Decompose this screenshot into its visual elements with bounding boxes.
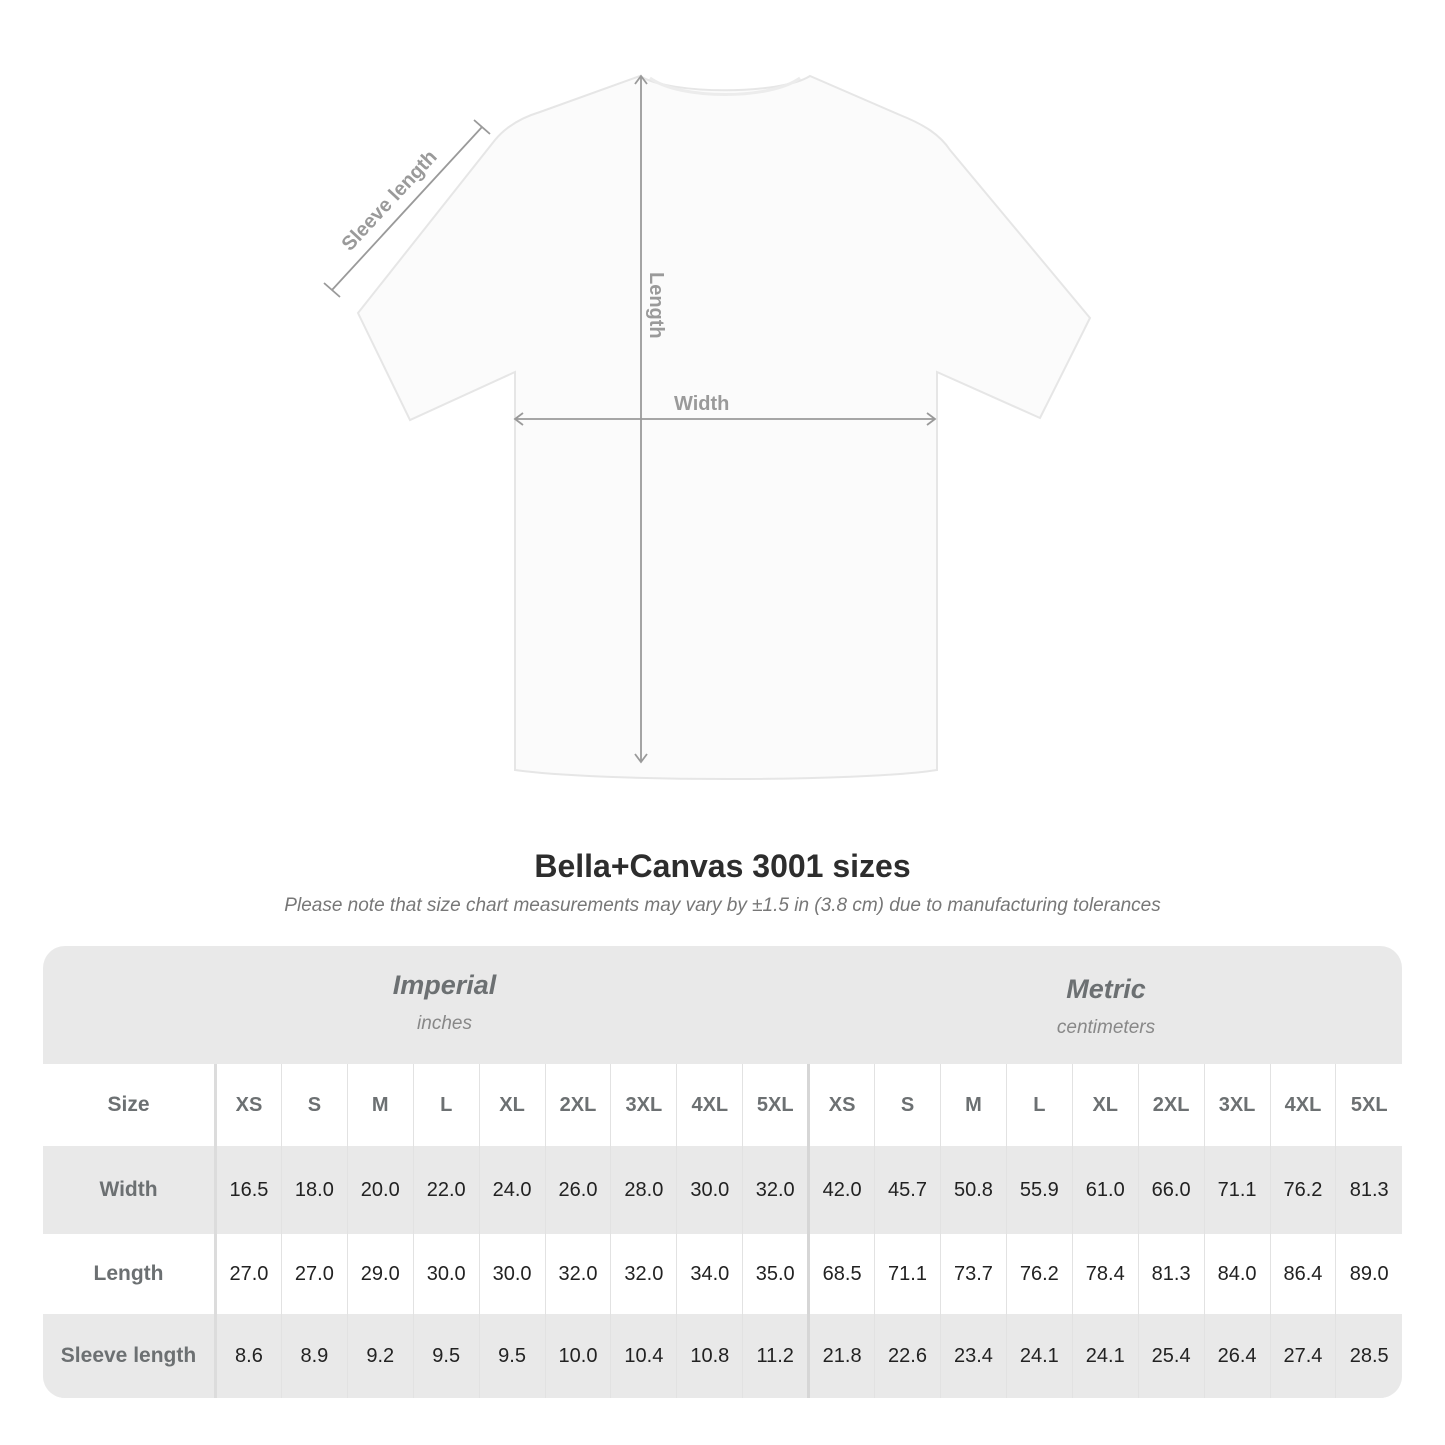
- imperial-unit: inches: [417, 1013, 472, 1034]
- size-chart-table: Imperial inches Metric centimeters Size X…: [43, 946, 1402, 1398]
- metric-cell: 84.0: [1203, 1234, 1270, 1314]
- imperial-cell: 26.0: [544, 1146, 611, 1234]
- metric-cell: 81.3: [1335, 1146, 1402, 1234]
- imperial-cell: 10.8: [676, 1314, 743, 1398]
- row-label: Width: [43, 1146, 217, 1234]
- metric-cell: 55.9: [1005, 1146, 1073, 1234]
- imperial-size-m: M: [346, 1064, 414, 1146]
- imperial-cell: 10.0: [544, 1314, 611, 1398]
- size-table: Size XS S M L XL 2XL 3XL 4XL 5XL XS S M L XL 2XL 3XL 4XL 5…: [43, 1064, 1402, 1398]
- imperial-cell: 10.4: [610, 1314, 677, 1398]
- metric-cell: 78.4: [1071, 1234, 1139, 1314]
- metric-cell: 24.1: [1071, 1314, 1139, 1398]
- imperial-header: Imperial inches: [214, 970, 675, 1087]
- metric-cell: 73.7: [939, 1234, 1007, 1314]
- tolerance-note: Please note that size chart measurements…: [284, 895, 1161, 916]
- metric-cell: 76.2: [1269, 1146, 1336, 1234]
- metric-cell: 28.5: [1335, 1314, 1402, 1398]
- imperial-cell: 9.5: [412, 1314, 480, 1398]
- imperial-cell: 16.5: [215, 1146, 282, 1234]
- metric-size-s: S: [874, 1064, 941, 1146]
- row-label: Sleeve length: [43, 1314, 217, 1398]
- metric-size-xs: XS: [807, 1064, 875, 1146]
- imperial-cell: 34.0: [676, 1234, 743, 1314]
- sleeve-line: [331, 126, 483, 291]
- metric-cell: 25.4: [1137, 1314, 1205, 1398]
- imperial-cell: 32.0: [742, 1146, 809, 1234]
- imperial-cell: 9.5: [478, 1314, 546, 1398]
- metric-unit: centimeters: [1056, 1017, 1156, 1038]
- imperial-cell: 20.0: [346, 1146, 414, 1234]
- metric-size-5xl: 5XL: [1335, 1064, 1402, 1146]
- imperial-cell: 11.2: [742, 1314, 809, 1398]
- width-label: Width: [674, 393, 729, 415]
- size-label: Size: [43, 1064, 217, 1146]
- imperial-cell: 32.0: [610, 1234, 677, 1314]
- metric-size-l: L: [1005, 1064, 1073, 1146]
- imperial-size-s: S: [280, 1064, 348, 1146]
- length-label: Length: [645, 272, 667, 339]
- metric-cell: 26.4: [1203, 1314, 1270, 1398]
- metric-cell: 89.0: [1335, 1234, 1402, 1314]
- metric-cell: 24.1: [1005, 1314, 1073, 1398]
- imperial-cell: 30.0: [676, 1146, 743, 1234]
- imperial-cell: 29.0: [346, 1234, 414, 1314]
- page-title: Bella+Canvas 3001 sizes: [534, 848, 911, 884]
- imperial-cell: 27.0: [280, 1234, 348, 1314]
- imperial-size-l: L: [412, 1064, 480, 1146]
- tshirt-diagram: Sleeve length Length Width: [323, 74, 1092, 780]
- imperial-cell: 8.6: [215, 1314, 282, 1398]
- imperial-cell: 30.0: [478, 1234, 546, 1314]
- tshirt-shape: [356, 74, 1092, 780]
- metric-title: Metric: [1066, 974, 1146, 1004]
- metric-size-m: M: [939, 1064, 1007, 1146]
- imperial-cell: 28.0: [610, 1146, 677, 1234]
- metric-cell: 21.8: [807, 1314, 875, 1398]
- metric-size-3xl: 3XL: [1203, 1064, 1270, 1146]
- imperial-size-xl: XL: [478, 1064, 546, 1146]
- metric-cell: 68.5: [807, 1234, 875, 1314]
- metric-cell: 71.1: [874, 1234, 941, 1314]
- measurement-lines: [323, 74, 937, 764]
- imperial-cell: 35.0: [742, 1234, 809, 1314]
- metric-cell: 50.8: [939, 1146, 1007, 1234]
- metric-size-2xl: 2XL: [1137, 1064, 1205, 1146]
- metric-cell: 61.0: [1071, 1146, 1139, 1234]
- table-row: Length 27.0 27.0 29.0 30.0 30.0 32.0 32.0 34.0 35…: [43, 1234, 1402, 1314]
- metric-cell: 66.0: [1137, 1146, 1205, 1234]
- imperial-cell: 9.2: [346, 1314, 414, 1398]
- metric-cell: 81.3: [1137, 1234, 1205, 1314]
- imperial-size-3xl: 3XL: [610, 1064, 677, 1146]
- metric-cell: 45.7: [874, 1146, 941, 1234]
- metric-cell: 42.0: [807, 1146, 875, 1234]
- row-label: Length: [43, 1234, 217, 1314]
- metric-cell: 27.4: [1269, 1314, 1336, 1398]
- imperial-size-4xl: 4XL: [676, 1064, 743, 1146]
- imperial-title: Imperial: [392, 970, 497, 1000]
- imperial-cell: 32.0: [544, 1234, 611, 1314]
- size-header-row: Size XS S M L XL 2XL 3XL 4XL 5XL XS S M L XL 2XL 3XL 4XL 5…: [43, 1064, 1402, 1146]
- imperial-cell: 24.0: [478, 1146, 546, 1234]
- imperial-size-5xl: 5XL: [742, 1064, 809, 1146]
- metric-cell: 22.6: [874, 1314, 941, 1398]
- metric-cell: 23.4: [939, 1314, 1007, 1398]
- imperial-size-xs: XS: [215, 1064, 282, 1146]
- imperial-cell: 22.0: [412, 1146, 480, 1234]
- imperial-cell: 8.9: [280, 1314, 348, 1398]
- metric-size-xl: XL: [1071, 1064, 1139, 1146]
- table-row: Sleeve length 8.6 8.9 9.2 9.5 9.5 10.0 10.4 10.8…: [43, 1314, 1402, 1398]
- imperial-size-2xl: 2XL: [544, 1064, 611, 1146]
- table-row: Width 16.5 18.0 20.0 22.0 24.0 26.0 28.0 30.0 32.…: [43, 1146, 1402, 1234]
- imperial-cell: 27.0: [215, 1234, 282, 1314]
- metric-cell: 86.4: [1269, 1234, 1336, 1314]
- imperial-cell: 18.0: [280, 1146, 348, 1234]
- metric-cell: 76.2: [1005, 1234, 1073, 1314]
- metric-header: Metric centimeters: [810, 974, 1402, 1091]
- metric-cell: 71.1: [1203, 1146, 1270, 1234]
- imperial-cell: 30.0: [412, 1234, 480, 1314]
- metric-size-4xl: 4XL: [1269, 1064, 1336, 1146]
